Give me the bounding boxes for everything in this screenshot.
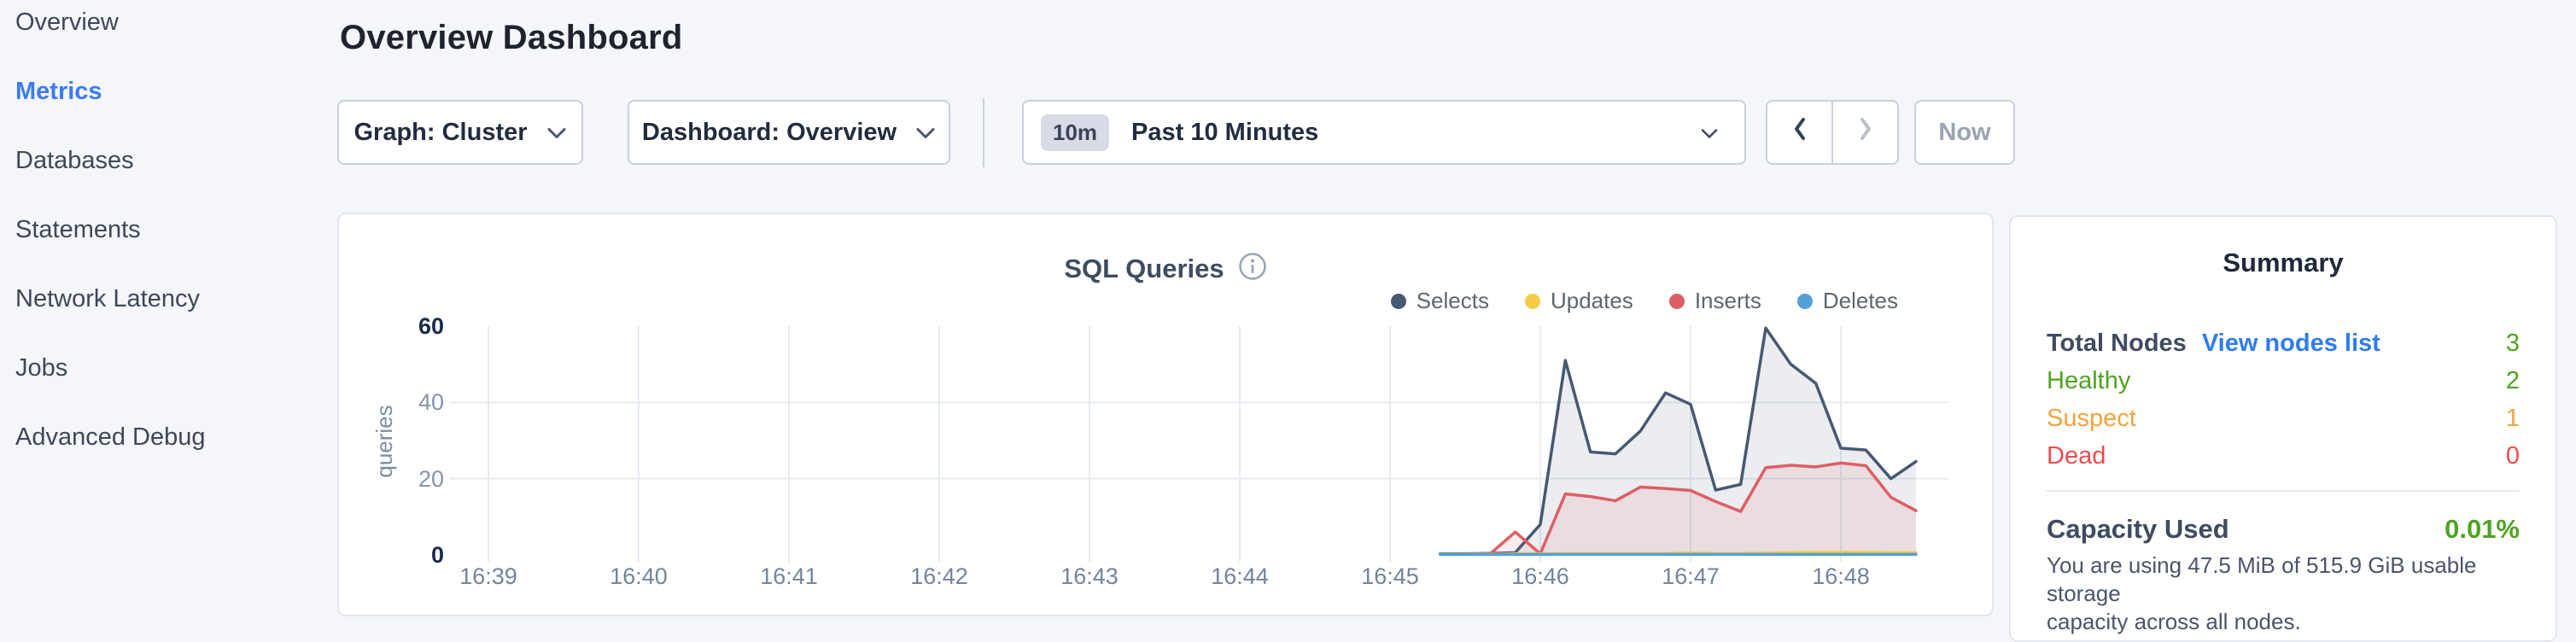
- summary-row-value: 0: [2505, 441, 2520, 470]
- capacity-used-label: Capacity Used: [2047, 514, 2229, 544]
- legend-item-inserts[interactable]: Inserts: [1668, 288, 1761, 314]
- now-button[interactable]: Now: [1914, 100, 2015, 165]
- now-button-label: Now: [1938, 118, 1991, 146]
- summary-row-dead: Dead 0: [2047, 439, 2520, 473]
- time-range-badge: 10m: [1041, 114, 1110, 151]
- legend-label: Selects: [1416, 288, 1489, 313]
- prev-time-button[interactable]: [1767, 102, 1831, 163]
- series-area-inserts: [1440, 463, 1916, 555]
- sidebar-item-jobs[interactable]: Jobs: [15, 354, 68, 382]
- y-tick-20: 20: [418, 465, 444, 492]
- series-line-selects: [1438, 326, 1918, 556]
- legend-item-deletes[interactable]: Deletes: [1796, 288, 1898, 314]
- chart-plot-area: [450, 326, 1948, 562]
- summary-row-value: 3: [2505, 329, 2520, 357]
- chevron-down-icon: [546, 119, 567, 147]
- page-title: Overview Dashboard: [340, 19, 683, 56]
- summary-row-healthy: Healthy 2: [2047, 364, 2520, 398]
- y-tick-60: 60: [418, 313, 444, 339]
- capacity-description: You are using 47.5 MiB of 515.9 GiB usab…: [2047, 552, 2477, 634]
- x-tick-1642: 16:42: [910, 563, 968, 589]
- summary-rows: Total Nodes View nodes list 3 Healthy 2 Suspe…: [2047, 326, 2520, 473]
- sidebar-item-databases[interactable]: Databases: [15, 147, 134, 174]
- series-area-selects: [1440, 328, 1916, 555]
- time-pager: [1766, 100, 1899, 165]
- legend-dot-icon: [1796, 293, 1813, 309]
- graph-dropdown-label: Graph: Cluster: [353, 118, 528, 146]
- legend-label: Inserts: [1694, 288, 1761, 313]
- y-tick-0: 0: [430, 542, 444, 568]
- legend-label: Updates: [1550, 288, 1633, 313]
- legend-dot-icon: [1668, 293, 1685, 309]
- sidebar-item-advanced-debug[interactable]: Advanced Debug: [15, 423, 206, 451]
- summary-row-label: Dead: [2047, 441, 2106, 470]
- y-axis-label: queries: [371, 405, 397, 478]
- x-tick-1643: 16:43: [1060, 563, 1119, 589]
- series-line-inserts: [1438, 461, 1918, 556]
- chevron-left-icon: [1791, 116, 1808, 149]
- chart-title: SQL Queries: [1064, 253, 1224, 283]
- legend-label: Deletes: [1822, 288, 1898, 313]
- time-range-dropdown[interactable]: 10m Past 10 Minutes: [1022, 100, 1746, 165]
- sidebar: Overview Metrics Databases Statements Networ…: [0, 0, 333, 623]
- chart-legend: Selects Updates Inserts Deletes: [1390, 288, 1898, 314]
- x-tick-1639: 16:39: [459, 563, 517, 589]
- x-tick-1647: 16:47: [1662, 563, 1720, 589]
- summary-row-label: Total Nodes: [2047, 329, 2187, 357]
- sidebar-list: Overview Metrics Databases Statements Networ…: [0, 0, 333, 454]
- x-tick-1641: 16:41: [760, 563, 818, 589]
- info-icon[interactable]: [1238, 252, 1267, 285]
- summary-row-label: Suspect: [2047, 404, 2136, 432]
- dashboard-dropdown[interactable]: Dashboard: Overview: [628, 100, 950, 165]
- capacity-used-value: 0.01%: [2445, 514, 2520, 544]
- legend-dot-icon: [1524, 293, 1540, 309]
- y-tick-40: 40: [418, 389, 444, 416]
- time-range-label: Past 10 Minutes: [1131, 118, 1319, 146]
- sidebar-item-statements[interactable]: Statements: [15, 216, 141, 243]
- legend-item-selects[interactable]: Selects: [1390, 288, 1489, 314]
- toolbar-divider: [983, 98, 984, 167]
- sidebar-item-metrics[interactable]: Metrics: [15, 78, 102, 105]
- summary-row-label: Healthy: [2047, 366, 2131, 394]
- x-tick-1644: 16:44: [1211, 563, 1269, 589]
- summary-divider: [2047, 490, 2520, 492]
- summary-row-total-nodes: Total Nodes View nodes list 3: [2047, 326, 2520, 360]
- legend-item-updates[interactable]: Updates: [1524, 288, 1633, 314]
- sidebar-item-overview[interactable]: Overview: [15, 9, 119, 36]
- summary-title: Summary: [2223, 248, 2344, 277]
- summary-row-suspect: Suspect 1: [2047, 401, 2520, 435]
- x-tick-1645: 16:45: [1361, 563, 1419, 589]
- sql-queries-chart-panel: SQL Queries Selects Updates Inserts Deletes…: [337, 213, 1994, 616]
- view-nodes-list-link[interactable]: View nodes list: [2201, 329, 2380, 357]
- chevron-down-icon: [915, 119, 936, 147]
- legend-dot-icon: [1390, 293, 1406, 309]
- x-tick-1640: 16:40: [610, 563, 668, 589]
- summary-row-value: 1: [2505, 404, 2520, 432]
- graph-dropdown[interactable]: Graph: Cluster: [337, 100, 583, 165]
- x-tick-1648: 16:48: [1812, 563, 1870, 589]
- x-tick-1646: 16:46: [1511, 563, 1569, 589]
- chevron-right-icon: [1857, 116, 1874, 149]
- summary-panel: Summary Total Nodes View nodes list 3 Healt…: [2009, 215, 2557, 642]
- dashboard-dropdown-label: Dashboard: Overview: [641, 118, 897, 146]
- chevron-down-icon: [1700, 119, 1719, 147]
- sidebar-item-network-latency[interactable]: Network Latency: [15, 285, 200, 312]
- summary-row-value: 2: [2505, 366, 2520, 394]
- next-time-button[interactable]: [1831, 102, 1897, 163]
